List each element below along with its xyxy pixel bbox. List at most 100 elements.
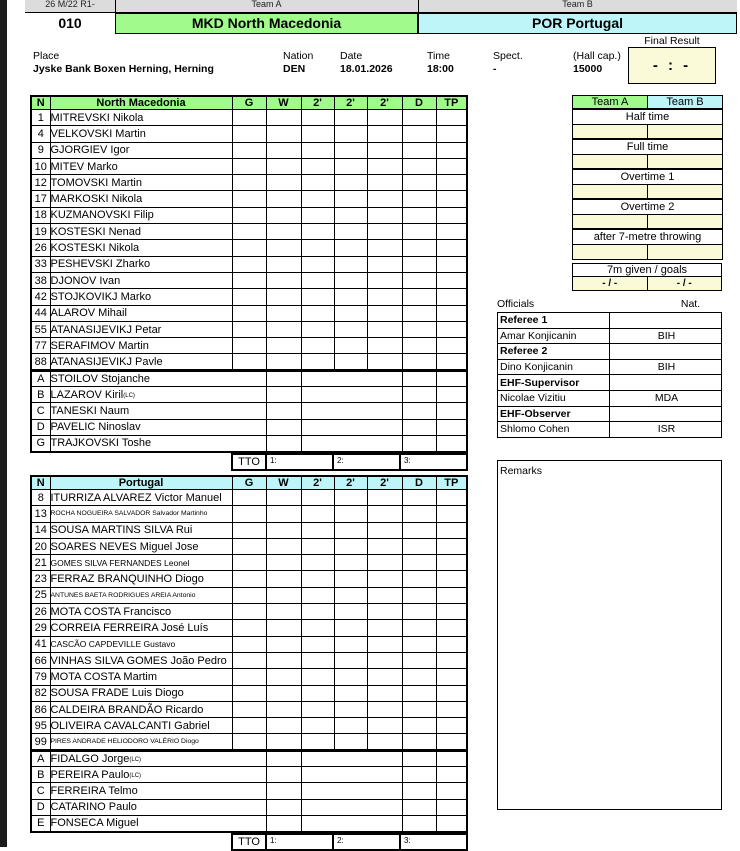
officials-nat-label: Nat.: [680, 298, 701, 310]
player-row: 99 PIRES ANDRADE HELIODORO VALÉRIO Diogo: [30, 733, 468, 751]
stat-cell: [231, 635, 267, 653]
stat-cell: [300, 271, 335, 290]
stat-cell: [231, 619, 267, 637]
player-row: 26 MOTA COSTA Francisco: [30, 603, 468, 621]
player-row: 66 VINHAS SILVA GOMES João Pedro: [30, 651, 468, 670]
player-number: 14: [30, 521, 51, 539]
results-value-row: [572, 243, 723, 260]
stat-cell: [231, 651, 267, 670]
stat-cell: [333, 668, 368, 686]
stat-cell: [401, 748, 437, 768]
player-name: KOSTESKI Nikola: [49, 239, 233, 257]
player-number: 17: [30, 190, 51, 208]
team-official-row: A FIDALGO Jorge(LC): [30, 748, 468, 768]
stat-cell: [333, 619, 368, 637]
player-row: 38 DJONOV Ivan: [30, 271, 468, 290]
stat-cell: [265, 488, 302, 507]
tto-slot: 1:: [265, 832, 334, 851]
official-person-name: Nicolae Vizitiu: [497, 389, 610, 407]
official-person-name: Amar Konjicanin: [497, 327, 610, 345]
player-number: 26: [30, 603, 51, 621]
date-label: Date: [340, 50, 363, 62]
results-team-a-cell: [572, 243, 648, 260]
player-row: 26 KOSTESKI Nikola: [30, 239, 468, 257]
stat-cell: [333, 206, 368, 225]
stat-cell: [265, 619, 302, 637]
team-column-header: Portugal: [49, 475, 233, 490]
stat-cell: [435, 700, 468, 719]
stat-cell: [300, 174, 335, 192]
player-name: PESHEVSKI Zharko: [49, 255, 233, 273]
stat-cell: [333, 586, 368, 605]
player-name: STOJKOVIKJ Marko: [49, 288, 233, 306]
stat-cell: [300, 684, 335, 702]
nation-value: DEN: [283, 63, 306, 75]
stat-cell: [366, 174, 403, 192]
stat-cell: [231, 668, 267, 686]
spect-label: Spect.: [493, 50, 523, 62]
stat-cell: [265, 271, 302, 290]
stat-cell: [366, 733, 403, 751]
stat-cell: [231, 190, 267, 208]
stat-cell: [300, 434, 403, 453]
player-number: 9: [30, 141, 51, 159]
stat-cell: [401, 537, 437, 556]
stat-cell: [366, 570, 403, 588]
team-a-roster: N North Macedonia G W 2' 2' 2' D TP 1 MITREVSKI Ni…: [30, 95, 468, 471]
stat-cell: [401, 717, 437, 735]
official-person-nat: BIH: [609, 327, 722, 345]
stat-cell: [300, 108, 335, 127]
official-role: EHF-Supervisor: [497, 374, 610, 391]
official-name: FIDALGO Jorge(LC): [49, 748, 267, 768]
stat-cell: [300, 798, 403, 816]
player-name: ROCHA NOGUEIRA SALVADOR Salvador Martinh…: [49, 505, 233, 523]
final-result-label: Final Result: [644, 35, 700, 47]
stat-cell: [435, 271, 468, 290]
stat-cell: [231, 586, 267, 605]
stat-cell: [300, 337, 335, 355]
official-role-nat-empty: [609, 343, 722, 360]
stat-cell: [435, 223, 468, 241]
player-row: 18 KUZMANOVSKI Filip: [30, 206, 468, 225]
results-team-a-cell: [572, 123, 648, 140]
stat-cell: [435, 782, 468, 800]
stat-cell: [265, 108, 302, 127]
seven-metre-table: 7m given / goals - / - - / -: [572, 263, 722, 291]
player-row: 17 MARKOSKI Nikola: [30, 190, 468, 208]
stat-cell: [333, 488, 368, 507]
stat-cell: [300, 586, 335, 605]
results-section-label: Half time: [572, 108, 723, 125]
roster-header-row: N North Macedonia G W 2' 2' 2' D TP: [30, 95, 468, 110]
stat-cell: [265, 603, 302, 621]
place-label: Place: [33, 50, 60, 62]
official-letter: B: [30, 386, 51, 404]
stat-cell: [265, 570, 302, 588]
stat-cell: [401, 223, 437, 241]
stat-cell: [401, 651, 437, 670]
official-name: FONSECA Miguel: [49, 814, 267, 833]
stat-cell: [231, 603, 267, 621]
player-number: 99: [30, 733, 51, 751]
tto-slot: 2:: [332, 832, 401, 851]
player-row: 20 SOARES NEVES Miguel Jose: [30, 537, 468, 556]
stat-cell: [333, 288, 368, 306]
remarks-label: Remarks: [500, 465, 543, 477]
stat-cell: [366, 141, 403, 159]
stat-cell: [300, 766, 403, 784]
stat-cell: [435, 141, 468, 159]
stat-cell: [265, 814, 302, 833]
time-value: 18:00: [427, 63, 454, 75]
stat-cell: [366, 651, 403, 670]
stat-cell: [231, 700, 267, 719]
stat-cell: [265, 125, 302, 143]
results-section-label: after 7-metre throwing: [572, 228, 723, 245]
results-team-a-cell: [572, 183, 648, 200]
stat-cell: [333, 320, 368, 339]
final-result-box: - : -: [628, 47, 716, 84]
stat-cell: [333, 223, 368, 241]
player-row: 82 SOUSA FRADE Luis Diogo: [30, 684, 468, 702]
player-row: 19 KOSTESKI Nenad: [30, 223, 468, 241]
player-number: 77: [30, 337, 51, 355]
player-number: 38: [30, 271, 51, 290]
stat-cell: [300, 554, 335, 572]
